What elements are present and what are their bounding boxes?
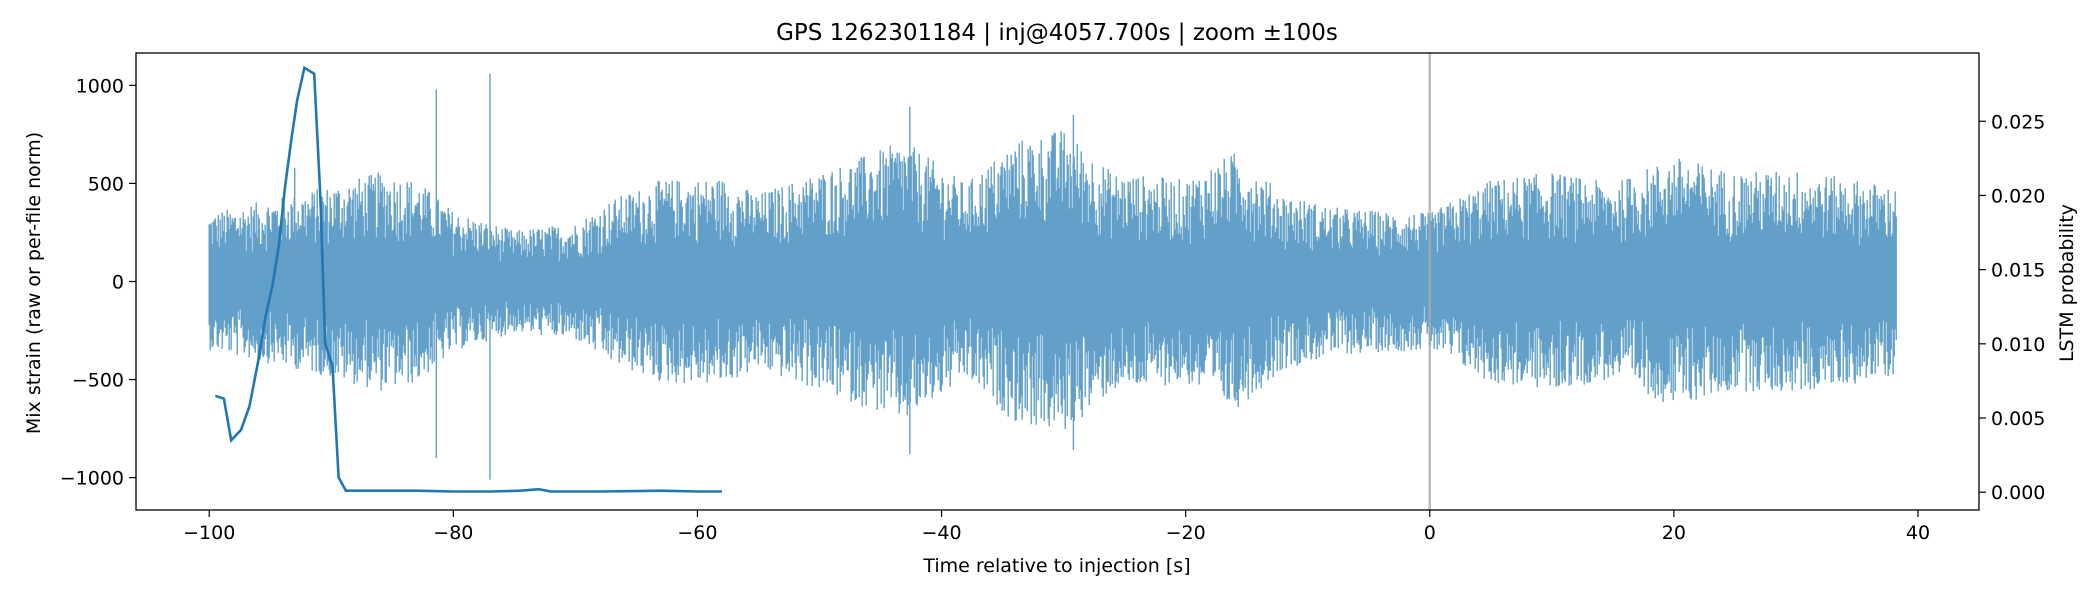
right-axis-label: LSTM probability <box>2056 204 2078 362</box>
left-y-tick-label: 1000 <box>76 75 124 97</box>
x-tick-label: 0 <box>1424 522 1436 544</box>
lstm-probability-line <box>214 65 722 493</box>
x-tick-label: −60 <box>677 522 717 544</box>
right-y-tick-label: 0.025 <box>1991 111 2045 133</box>
right-axis-ticks: 0.000 0.005 0.010 0.015 0.020 0.025 <box>1979 111 2045 504</box>
right-y-tick-label: 0.005 <box>1991 408 2045 430</box>
x-tick-label: −100 <box>183 522 235 544</box>
plot-area <box>208 53 1897 510</box>
left-axis-label: Mix strain (raw or per-file norm) <box>23 132 45 434</box>
x-tick-label: 20 <box>1662 522 1686 544</box>
strain-trace <box>208 73 1897 480</box>
left-y-tick-label: −500 <box>72 370 124 392</box>
left-y-tick-label: 500 <box>88 173 124 195</box>
strain-series <box>208 73 1897 480</box>
right-y-tick-label: 0.020 <box>1991 185 2045 207</box>
x-axis-ticks: −100 −80 −60 −40 −20 0 20 40 <box>183 510 1930 544</box>
x-tick-label: −20 <box>1166 522 1206 544</box>
left-y-tick-label: −1000 <box>60 468 124 490</box>
x-axis-label: Time relative to injection [s] <box>922 555 1190 577</box>
right-y-tick-label: 0.015 <box>1991 260 2045 282</box>
chart-title: GPS 1262301184 | inj@4057.700s | zoom ±1… <box>776 20 1338 46</box>
right-y-tick-label: 0.010 <box>1991 334 2045 356</box>
x-tick-label: 40 <box>1906 522 1930 544</box>
right-y-tick-label: 0.000 <box>1991 482 2045 504</box>
x-tick-label: −40 <box>921 522 961 544</box>
left-axis-ticks: −1000 −500 0 500 1000 <box>60 75 136 490</box>
x-tick-label: −80 <box>433 522 473 544</box>
left-y-tick-label: 0 <box>112 272 124 294</box>
